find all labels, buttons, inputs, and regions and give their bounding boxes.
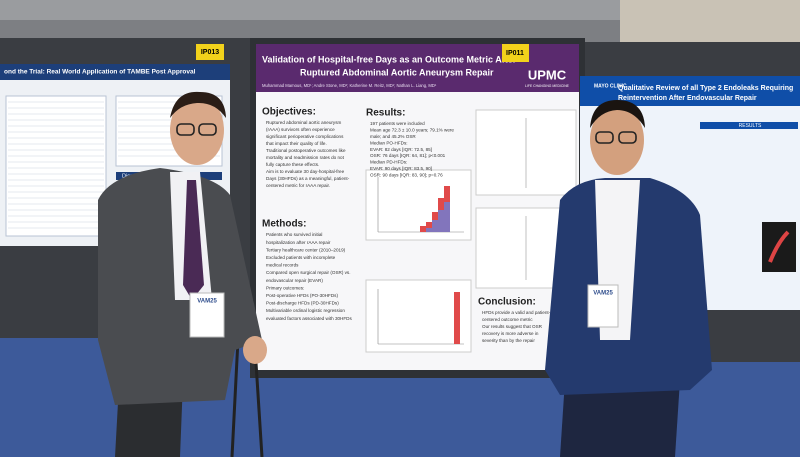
section-text: fully capture these effects. bbox=[266, 162, 319, 167]
section-text: endovascular repair (EVAR) bbox=[266, 278, 323, 283]
section-text: hospitalization after rAAA repair bbox=[266, 240, 331, 245]
section-text: Multivariable ordinal logistic regressio… bbox=[266, 308, 345, 313]
poster-title: ond the Trial: Real World Application of… bbox=[4, 69, 196, 76]
glasses bbox=[176, 123, 195, 136]
poster-code-tag bbox=[502, 44, 529, 62]
section-header bbox=[700, 122, 798, 129]
section-text: Mean age 72.3 ± 10.0 years; 79.1% were bbox=[370, 128, 454, 133]
section-text: HFDs provide a valid and patient- bbox=[482, 310, 551, 315]
hair bbox=[590, 100, 645, 128]
section-text: Median PO-HFDs: bbox=[370, 140, 408, 145]
section-text: EVAR: 82 days [IQR: 72.5, 85] bbox=[370, 147, 432, 152]
person: VAM25 bbox=[545, 100, 712, 457]
person: VAM25 bbox=[98, 91, 267, 457]
poster-code: IP011 bbox=[506, 50, 524, 57]
section-text: medical records bbox=[266, 263, 299, 268]
section-title: RESULTS bbox=[739, 123, 762, 129]
section-text: Patients who survived initial bbox=[266, 232, 322, 237]
poster-title: Validation of Hospital-free Days as an O… bbox=[262, 54, 517, 64]
poster-title: Qualitative Review of all Type 2 Endolea… bbox=[618, 85, 793, 92]
section-title: Conclusion: bbox=[478, 297, 536, 308]
section-text: Compared open surgical repair (OSR) vs. bbox=[266, 270, 351, 275]
section-text: recovery is more adverse in bbox=[482, 331, 539, 336]
glasses bbox=[595, 131, 614, 144]
section-text: male; and 45.2% OSR bbox=[370, 134, 416, 139]
hand bbox=[243, 336, 267, 364]
section-title: Methods: bbox=[262, 219, 306, 230]
glasses bbox=[618, 131, 637, 144]
trousers bbox=[560, 380, 680, 457]
section-text: 197 patients were included bbox=[370, 121, 425, 126]
section-text: that impact their quality of life. bbox=[266, 141, 327, 146]
badge-text: VAM25 bbox=[593, 291, 613, 297]
figure-bars bbox=[426, 202, 450, 232]
section-text: EVAR: 90 days [IQR: 83.5, 90] bbox=[370, 166, 432, 171]
poster-title: Ruptured Abdominal Aortic Aneurysm Repai… bbox=[300, 67, 494, 77]
poster-header bbox=[0, 64, 230, 80]
logo-subtitle: LIFE CHANGING MEDICINE bbox=[525, 84, 570, 88]
poster-authors: Muhammad Mamous, MD¹; Andre Stone, MD²; … bbox=[262, 83, 437, 88]
figure bbox=[365, 279, 472, 353]
image-detail bbox=[768, 230, 790, 263]
section-text: Excluded patients with incomplete bbox=[266, 255, 336, 260]
badge bbox=[587, 284, 619, 328]
poster-text: Objectives: Ruptured abdominal aortic ane… bbox=[262, 107, 551, 344]
section-title: Objectives: bbox=[262, 107, 316, 118]
poster-code-tag bbox=[196, 44, 224, 60]
section-text: OSR: 76 days [IQR: 64, 81]; p<0.001 bbox=[370, 153, 446, 158]
section-text: Aim is to evaluate 30 day-hospital-free bbox=[266, 169, 345, 174]
face bbox=[170, 95, 224, 165]
section-text: Traditional postoperative outcomes like bbox=[266, 148, 346, 153]
poster-code: IP013 bbox=[201, 49, 219, 56]
tie bbox=[183, 180, 204, 300]
figure bbox=[365, 169, 472, 241]
section-text: Median PD-HFDs: bbox=[370, 160, 407, 165]
section-text: Tertiary healthcare center (2010–2019) bbox=[266, 247, 346, 252]
section-text: Primary outcomes: bbox=[266, 285, 304, 290]
section-text: Ruptured abdominal aortic aneurysm bbox=[266, 120, 341, 125]
hair bbox=[170, 91, 226, 118]
section-text: centered outcome metric bbox=[482, 317, 533, 322]
section-title: Results: bbox=[366, 108, 405, 119]
section-text: Post-discharge HFDs (PD-30HFDs) bbox=[266, 301, 339, 306]
logo: MAYO CLINIC bbox=[594, 83, 627, 89]
glasses bbox=[198, 123, 217, 136]
badge-text: VAM25 bbox=[197, 299, 217, 305]
section-text: severity than by the repair bbox=[482, 338, 535, 343]
section-text: Post-operative HFDs (PO-30HFDs) bbox=[266, 293, 338, 298]
section-text: evaluated factors associated with 30HFDs bbox=[266, 316, 352, 321]
figure-bars bbox=[454, 292, 460, 344]
section-text: Our results suggest that OSR bbox=[482, 324, 543, 329]
logo: UPMC bbox=[528, 67, 567, 82]
figure-axes bbox=[377, 289, 464, 345]
section-text: OSR: 90 days [IQR: 83, 90]; p=0.76 bbox=[370, 172, 443, 177]
badge bbox=[189, 292, 225, 338]
face bbox=[590, 105, 644, 175]
section-text: significant perioperative complications bbox=[266, 134, 344, 139]
section-text: centered metric for rAAA repair. bbox=[266, 183, 330, 188]
table bbox=[5, 95, 107, 237]
ceiling-truss bbox=[0, 0, 800, 20]
section-text: (rAAA) survivors often experience bbox=[266, 127, 335, 132]
section-text: Days (30HFDs) as a meaningful, patient- bbox=[266, 176, 350, 181]
poster-title: Reintervention After Endovascular Repair bbox=[618, 95, 757, 102]
section-text: mortality and readmission rates do not bbox=[266, 155, 345, 160]
